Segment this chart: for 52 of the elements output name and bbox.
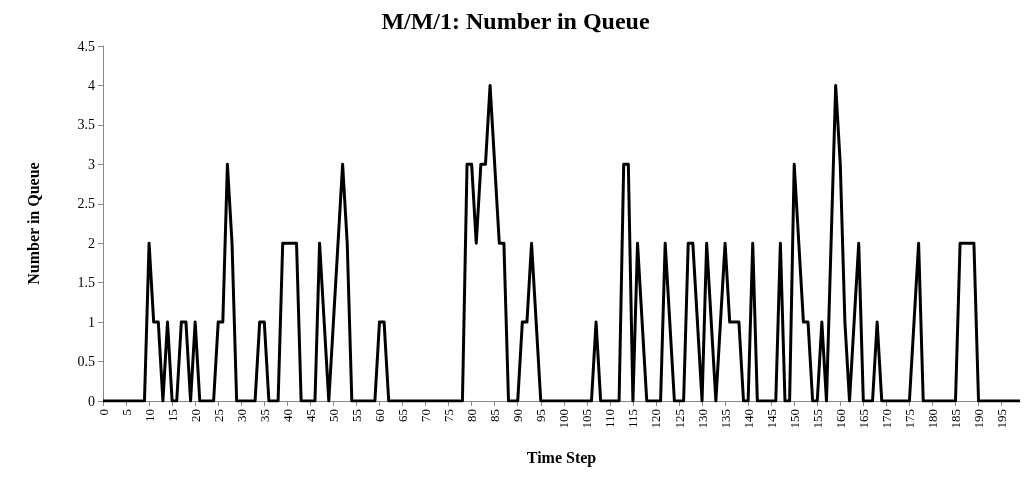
x-tick-label: 65 (395, 409, 411, 422)
x-tick-label: 155 (809, 409, 825, 429)
x-tick-label: 45 (302, 409, 318, 422)
x-tick-label: 110 (602, 409, 618, 429)
x-tick-label: 35 (256, 409, 272, 422)
y-tick-label: 3 (88, 156, 95, 172)
y-tick-label: 3.5 (77, 117, 95, 133)
y-tick-label: 4 (88, 77, 95, 93)
x-tick-label: 125 (671, 409, 687, 429)
x-tick-label: 165 (855, 409, 871, 429)
x-tick-label: 55 (348, 409, 364, 422)
x-tick-label: 105 (579, 409, 595, 429)
x-tick-label: 30 (233, 409, 249, 422)
x-tick-label: 70 (418, 409, 434, 422)
x-axis-title: Time Step (526, 448, 597, 467)
x-tick-label: 60 (371, 409, 387, 422)
chart-title: M/M/1: Number in Queue (381, 8, 650, 34)
y-tick-label: 2 (88, 235, 95, 251)
x-tick-label: 10 (141, 409, 157, 422)
x-tick-label: 0 (95, 409, 111, 416)
y-tick-label: 4.5 (77, 38, 95, 54)
x-tick-label: 75 (441, 409, 457, 422)
x-tick-label: 80 (464, 409, 480, 422)
y-axis-title: Number in Queue (24, 162, 42, 285)
x-tick-label: 120 (648, 409, 664, 429)
x-tick-label: 160 (832, 409, 848, 429)
x-tick-label: 95 (533, 409, 549, 422)
x-tick-label: 180 (924, 409, 940, 429)
x-tick-label: 175 (901, 409, 917, 429)
y-tick-label: 2.5 (77, 196, 95, 212)
x-tick-label: 140 (740, 409, 756, 429)
y-tick-label: 1 (88, 314, 95, 330)
x-tick-label: 195 (994, 409, 1010, 429)
x-tick-label: 100 (556, 409, 572, 429)
x-tick-label: 190 (971, 409, 987, 429)
x-tick-label: 85 (487, 409, 503, 422)
x-tick-label: 145 (763, 409, 779, 429)
y-tick-label: 0.5 (77, 354, 95, 370)
x-tick-label: 170 (878, 409, 894, 429)
x-tick-label: 5 (118, 409, 134, 416)
x-tick-label: 150 (786, 409, 802, 429)
x-tick-label: 90 (510, 409, 526, 422)
x-tick-label: 50 (325, 409, 341, 422)
x-tick-label: 185 (947, 409, 963, 429)
x-tick-label: 115 (625, 409, 641, 429)
x-tick-label: 130 (694, 409, 710, 429)
x-tick-label: 40 (279, 409, 295, 422)
x-tick-label: 135 (717, 409, 733, 429)
x-tick-label: 15 (164, 409, 180, 422)
y-tick-label: 1.5 (77, 275, 95, 291)
x-tick-label: 25 (210, 409, 226, 422)
x-tick-label: 20 (187, 409, 203, 422)
